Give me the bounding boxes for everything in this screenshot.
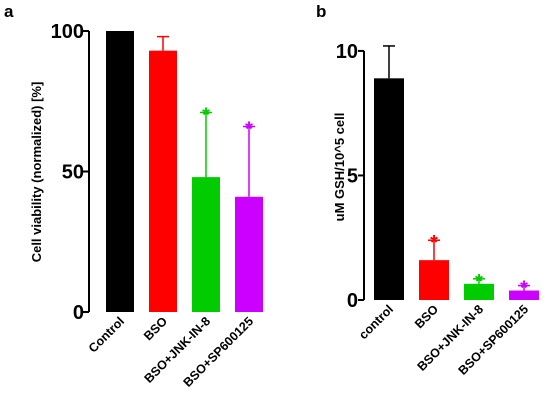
significance-star-a-2: * <box>202 104 210 126</box>
significance-star-b-1: * <box>430 232 438 254</box>
bar-a-2 <box>192 177 220 312</box>
y-tick-label-b: 0 <box>347 290 358 312</box>
bar-a-0 <box>106 31 134 312</box>
bar-a-1 <box>149 50 177 313</box>
y-axis-title-b: uM GSH/10^5 cell <box>332 113 347 222</box>
y-tick-label-a: 0 <box>73 302 84 324</box>
y-tick-label-a: 50 <box>62 162 84 184</box>
significance-star-b-2: * <box>475 271 483 293</box>
bar-b-1 <box>419 260 449 300</box>
y-tick-label-b: 5 <box>347 165 358 187</box>
category-label-b-0: control <box>356 302 396 342</box>
bar-b-3 <box>509 290 539 300</box>
category-label-b-1: BSO <box>412 302 441 331</box>
y-tick-label-b: 10 <box>336 41 358 63</box>
category-label-a-1: BSO <box>141 314 170 343</box>
significance-star-b-3: * <box>520 278 528 300</box>
y-tick-label-a: 100 <box>51 21 84 43</box>
bar-b-2 <box>464 283 494 300</box>
panel-letter-b: b <box>316 2 326 21</box>
bar-a-3 <box>235 196 263 312</box>
bar-b-0 <box>374 78 404 301</box>
significance-star-a-3: * <box>245 119 253 141</box>
category-label-a-0: Control <box>86 314 127 355</box>
y-axis-title-a: Cell viability (normalized) [%] <box>29 82 44 263</box>
panel-letter-a: a <box>4 2 14 21</box>
